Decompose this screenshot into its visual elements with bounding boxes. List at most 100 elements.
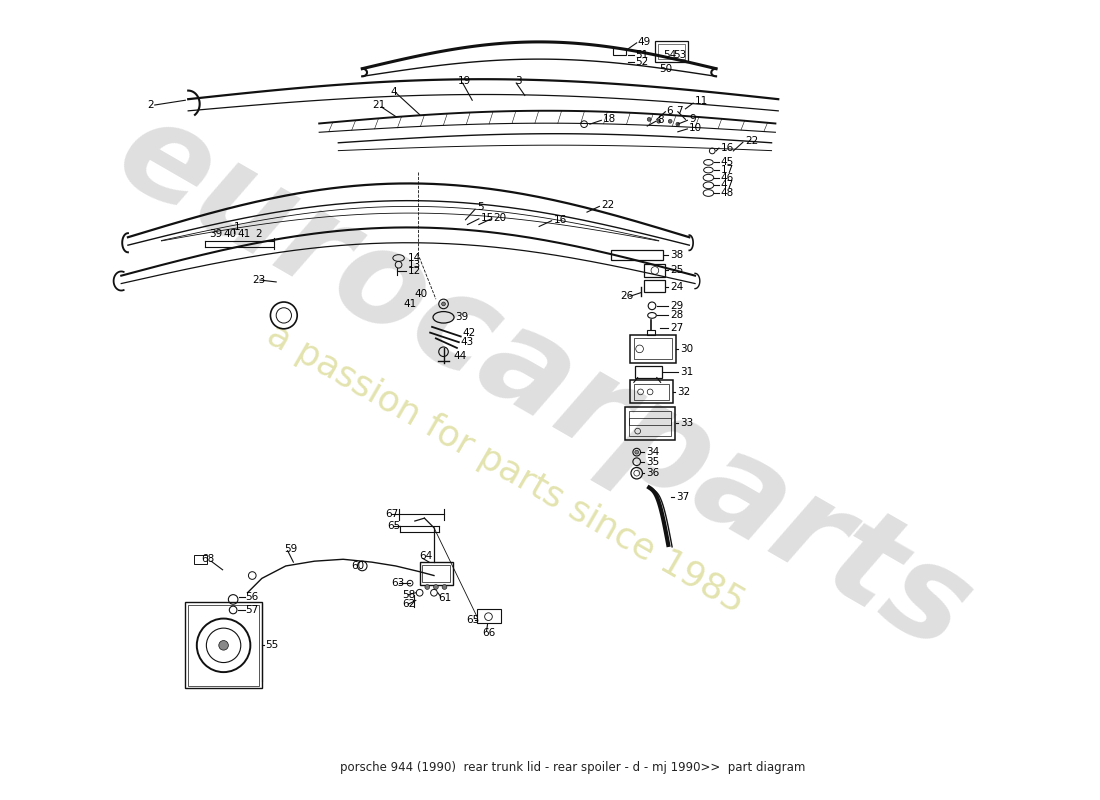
Text: 58: 58 — [403, 590, 416, 600]
Bar — [422, 565, 450, 582]
Bar — [630, 334, 675, 363]
Text: 18: 18 — [603, 114, 616, 124]
Text: 30: 30 — [680, 344, 693, 354]
Circle shape — [657, 119, 661, 123]
Text: 64: 64 — [419, 551, 433, 562]
Text: 24: 24 — [670, 282, 683, 292]
Text: 46: 46 — [720, 173, 734, 182]
Text: 56: 56 — [245, 591, 258, 602]
Text: 21: 21 — [372, 100, 385, 110]
Text: 3: 3 — [515, 76, 521, 86]
Circle shape — [635, 450, 639, 454]
Text: 41: 41 — [404, 299, 417, 309]
Text: 65: 65 — [387, 521, 400, 530]
Bar — [635, 366, 661, 378]
Text: 42: 42 — [463, 328, 476, 338]
Text: 22: 22 — [602, 201, 615, 210]
Text: 17: 17 — [720, 165, 734, 175]
Text: 53: 53 — [673, 50, 686, 60]
Circle shape — [433, 585, 438, 590]
Text: 37: 37 — [675, 492, 690, 502]
Circle shape — [442, 585, 447, 590]
Circle shape — [441, 302, 446, 306]
Bar — [629, 411, 671, 436]
Text: 20: 20 — [493, 213, 506, 223]
Circle shape — [647, 118, 651, 122]
Text: 63: 63 — [390, 578, 404, 588]
Text: 29: 29 — [670, 301, 683, 311]
Text: 22: 22 — [745, 136, 758, 146]
Text: 47: 47 — [720, 180, 734, 190]
Text: 54: 54 — [663, 50, 676, 60]
Text: 6: 6 — [667, 106, 673, 116]
Text: 8: 8 — [657, 115, 663, 126]
Text: 31: 31 — [680, 367, 693, 377]
Text: 5: 5 — [477, 202, 484, 212]
Text: 41: 41 — [238, 229, 251, 239]
Text: 57: 57 — [245, 605, 258, 615]
Text: 16: 16 — [553, 214, 566, 225]
Bar — [634, 384, 669, 399]
Text: 39: 39 — [209, 229, 222, 239]
Text: 2: 2 — [147, 100, 154, 110]
Bar — [194, 555, 207, 564]
Bar — [185, 602, 262, 688]
Text: 2: 2 — [255, 229, 262, 239]
Text: 36: 36 — [647, 468, 660, 478]
Text: 14: 14 — [408, 253, 421, 263]
Bar — [477, 609, 500, 623]
Bar — [658, 44, 685, 59]
Text: 44: 44 — [453, 350, 466, 361]
Text: 7: 7 — [675, 106, 682, 116]
Text: 26: 26 — [620, 291, 634, 302]
Bar — [654, 41, 689, 62]
Bar — [634, 338, 672, 359]
Bar — [188, 605, 258, 686]
Text: 40: 40 — [223, 229, 236, 239]
Bar — [613, 48, 626, 55]
Text: 35: 35 — [647, 457, 660, 466]
Text: 49: 49 — [638, 37, 651, 47]
Text: 33: 33 — [680, 418, 693, 429]
Text: 1: 1 — [234, 222, 241, 233]
Text: 62: 62 — [403, 599, 416, 610]
Text: 67: 67 — [385, 510, 398, 519]
Text: 28: 28 — [670, 310, 683, 321]
Text: 10: 10 — [690, 123, 703, 133]
Bar — [647, 330, 654, 334]
Text: eurocarparts: eurocarparts — [96, 86, 992, 678]
Text: 55: 55 — [265, 640, 278, 650]
Text: 60: 60 — [351, 561, 364, 571]
Text: 34: 34 — [647, 447, 660, 457]
Circle shape — [219, 641, 229, 650]
Bar — [645, 280, 665, 293]
Text: 43: 43 — [461, 337, 474, 347]
Text: 25: 25 — [670, 266, 683, 275]
Text: 39: 39 — [455, 312, 469, 322]
Circle shape — [669, 119, 672, 123]
Text: 16: 16 — [720, 143, 734, 153]
Text: 51: 51 — [635, 50, 648, 60]
Bar — [645, 264, 665, 277]
Text: 68: 68 — [201, 554, 214, 564]
Bar — [629, 418, 671, 426]
Text: 19: 19 — [458, 76, 471, 86]
Text: 23: 23 — [252, 275, 265, 285]
Text: 32: 32 — [676, 387, 690, 397]
Text: 59: 59 — [284, 544, 297, 554]
Text: 61: 61 — [439, 593, 452, 602]
Text: 27: 27 — [670, 323, 683, 333]
Text: 50: 50 — [659, 64, 672, 74]
Circle shape — [675, 122, 680, 126]
Text: 38: 38 — [670, 250, 683, 260]
Text: porsche 944 (1990)  rear trunk lid - rear spoiler - d - mj 1990>>  part diagram: porsche 944 (1990) rear trunk lid - rear… — [340, 762, 805, 774]
Text: 65: 65 — [466, 614, 480, 625]
Text: 11: 11 — [695, 96, 708, 106]
Bar — [419, 562, 453, 585]
Text: 9: 9 — [690, 114, 696, 124]
Text: 13: 13 — [408, 260, 421, 270]
Bar — [625, 407, 675, 440]
Text: a passion for parts since 1985: a passion for parts since 1985 — [261, 318, 750, 619]
Text: 48: 48 — [720, 188, 734, 198]
Text: 15: 15 — [481, 213, 494, 223]
